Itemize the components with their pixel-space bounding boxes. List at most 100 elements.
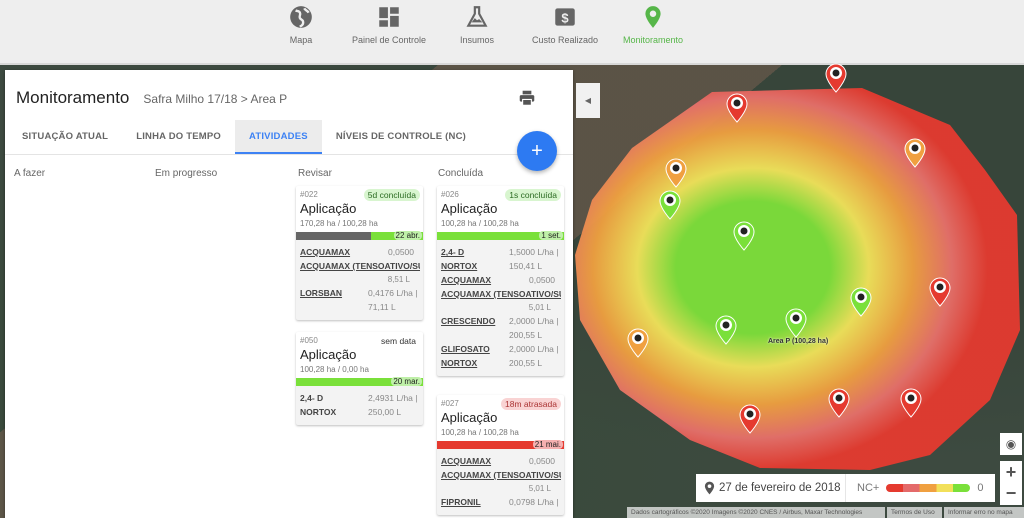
nav-label: Custo Realizado bbox=[531, 35, 599, 45]
date-label: 21 mai. bbox=[532, 440, 563, 449]
nav-label: Monitoramento bbox=[622, 35, 684, 45]
progress-fill bbox=[296, 378, 423, 386]
card-id: #022 bbox=[300, 190, 318, 199]
bug-marker-pin[interactable] bbox=[785, 308, 807, 338]
bug-marker-pin[interactable] bbox=[715, 315, 737, 345]
date-selector[interactable]: 27 de fevereiro de 2018 bbox=[696, 474, 846, 502]
tab-atividades[interactable]: ATIVIDADES bbox=[234, 120, 322, 154]
dashboard-icon bbox=[379, 7, 399, 27]
input-item: NORTOX 250,00 L bbox=[300, 407, 402, 417]
card-title: Aplicação bbox=[441, 410, 498, 425]
caret-left-icon: ◀ bbox=[584, 96, 592, 105]
bug-marker-pin[interactable] bbox=[665, 158, 687, 188]
nav-item-monitoramento[interactable]: Monitoramento bbox=[609, 0, 697, 63]
location-pin-icon bbox=[704, 481, 715, 495]
status-badge: 1s concluída bbox=[505, 189, 561, 201]
input-item: GLIFOSATO 2,0000 L/ha | bbox=[441, 344, 559, 354]
input-item: CRESCENDO 2,0000 L/ha | bbox=[441, 316, 559, 326]
date-label: 1 set. bbox=[539, 231, 563, 240]
zoom-in-button[interactable]: + bbox=[1000, 461, 1022, 483]
nav-item-insumos[interactable]: Insumos bbox=[433, 0, 521, 63]
input-item-name: ACQUAMAX (TENSOATIVO/SURFACTAN bbox=[441, 289, 561, 299]
nav-item-mapa[interactable]: Mapa bbox=[257, 0, 345, 63]
column-revisar: Revisar bbox=[298, 168, 332, 179]
column-concluida: Concluída bbox=[438, 168, 484, 179]
activity-card[interactable]: #022 5d concluída Aplicação 170,28 ha / … bbox=[296, 186, 423, 320]
location-bug-icon bbox=[645, 6, 661, 28]
tab-bar: SITUAÇÃO ATUAL LINHA DO TEMPO ATIVIDADES… bbox=[5, 120, 573, 155]
card-area: 100,28 ha / 100,28 ha bbox=[441, 428, 519, 437]
activity-card[interactable]: #027 18m atrasada Aplicação 100,28 ha / … bbox=[437, 395, 564, 515]
tab-linha-do-tempo[interactable]: LINHA DO TEMPO bbox=[136, 131, 221, 142]
card-title: Aplicação bbox=[300, 201, 357, 216]
heatmap-overlay bbox=[575, 88, 1020, 470]
my-location-button[interactable]: ◉ bbox=[1000, 433, 1022, 455]
bug-marker-pin[interactable] bbox=[739, 404, 761, 434]
progress-elapsed bbox=[296, 232, 371, 240]
status-badge: 5d concluída bbox=[363, 189, 420, 201]
tab-situacao-atual[interactable]: SITUAÇÃO ATUAL bbox=[22, 131, 109, 142]
nav-label: Mapa bbox=[289, 35, 313, 45]
bug-marker-pin[interactable] bbox=[900, 388, 922, 418]
nav-label: Painel de Controle bbox=[351, 35, 427, 45]
input-item: FIPRONIL 0,0798 L/ha | bbox=[441, 497, 559, 507]
input-item-total: 8,51 L bbox=[387, 275, 410, 284]
print-icon[interactable] bbox=[518, 90, 536, 106]
bug-marker-pin[interactable] bbox=[627, 328, 649, 358]
input-item: NORTOX 200,55 L bbox=[441, 358, 543, 368]
input-item: 2,4- D 1,5000 L/ha | bbox=[441, 247, 559, 257]
terms-link[interactable]: Termos de Uso bbox=[887, 507, 942, 518]
tab-niveis-de-controle[interactable]: NÍVEIS DE CONTROLE (NC) bbox=[335, 131, 467, 142]
scale-max-label: NC+ bbox=[857, 482, 880, 494]
progress-bar: 22 abr. bbox=[296, 231, 423, 240]
date-label: 22 abr. bbox=[393, 231, 422, 240]
bug-marker-pin[interactable] bbox=[850, 287, 872, 317]
svg-text:$: $ bbox=[561, 10, 569, 25]
status-badge: sem data bbox=[381, 336, 416, 346]
card-title: Aplicação bbox=[441, 201, 498, 216]
bug-marker-pin[interactable] bbox=[929, 277, 951, 307]
area-label: Area P (100,28 ha) bbox=[768, 338, 829, 345]
input-item: 200,55 L bbox=[509, 330, 543, 340]
column-a-fazer: A fazer bbox=[14, 168, 46, 179]
date-label: 27 de fevereiro de 2018 bbox=[719, 482, 841, 494]
top-navigation: Mapa Painel de Controle Insumos $ Custo … bbox=[0, 0, 1024, 65]
bug-marker-pin[interactable] bbox=[825, 63, 847, 93]
bug-marker-pin[interactable] bbox=[733, 221, 755, 251]
card-area: 170,28 ha / 100,28 ha bbox=[300, 219, 378, 228]
status-badge: 18m atrasada bbox=[501, 398, 561, 410]
globe-icon bbox=[290, 6, 312, 28]
add-activity-button[interactable]: + bbox=[517, 131, 557, 171]
card-area: 100,28 ha / 0,00 ha bbox=[300, 365, 369, 374]
input-item: ACQUAMAX 0,0500 bbox=[441, 275, 555, 285]
panel-header: Monitoramento Safra Milho 17/18 > Area P bbox=[16, 88, 287, 108]
bug-marker-pin[interactable] bbox=[659, 190, 681, 220]
scale-min-label: 0 bbox=[977, 482, 984, 494]
bug-marker-pin[interactable] bbox=[726, 93, 748, 123]
report-error-link[interactable]: Informar erro no mapa bbox=[944, 507, 1024, 518]
progress-bar: 1 set. bbox=[437, 231, 564, 240]
map-attribution: Dados cartográficos ©2020 Imagens ©2020 … bbox=[627, 507, 885, 518]
collapse-panel-button[interactable]: ◀ bbox=[576, 83, 600, 118]
card-id: #026 bbox=[441, 190, 459, 199]
activity-card[interactable]: #050 sem data Aplicação 100,28 ha / 0,00… bbox=[296, 332, 423, 425]
map-legend: 27 de fevereiro de 2018 NC+ 0 bbox=[696, 474, 995, 502]
card-id: #027 bbox=[441, 399, 459, 408]
date-label: 20 mar. bbox=[391, 377, 422, 386]
input-item: ACQUAMAX 0,0500 bbox=[441, 456, 555, 466]
color-scale-bar bbox=[886, 484, 971, 492]
card-area: 100,28 ha / 100,28 ha bbox=[441, 219, 519, 228]
activity-card[interactable]: #026 1s concluída Aplicação 100,28 ha / … bbox=[437, 186, 564, 376]
nc-scale: NC+ 0 bbox=[846, 482, 983, 494]
card-id: #050 bbox=[300, 336, 318, 345]
nav-item-custo-realizado[interactable]: $ Custo Realizado bbox=[521, 0, 609, 63]
zoom-out-button[interactable]: − bbox=[1000, 483, 1022, 505]
breadcrumb: Safra Milho 17/18 > Area P bbox=[143, 92, 288, 106]
input-item: LORSBAN 0,4176 L/ha | bbox=[300, 288, 418, 298]
nav-item-painel-de-controle[interactable]: Painel de Controle bbox=[345, 0, 433, 63]
dollar-icon: $ bbox=[555, 8, 575, 26]
input-item-name: ACQUAMAX (TENSOATIVO/SURFACTAN bbox=[300, 261, 420, 271]
bug-marker-pin[interactable] bbox=[828, 388, 850, 418]
bug-marker-pin[interactable] bbox=[904, 138, 926, 168]
input-item: 71,11 L bbox=[368, 302, 396, 312]
